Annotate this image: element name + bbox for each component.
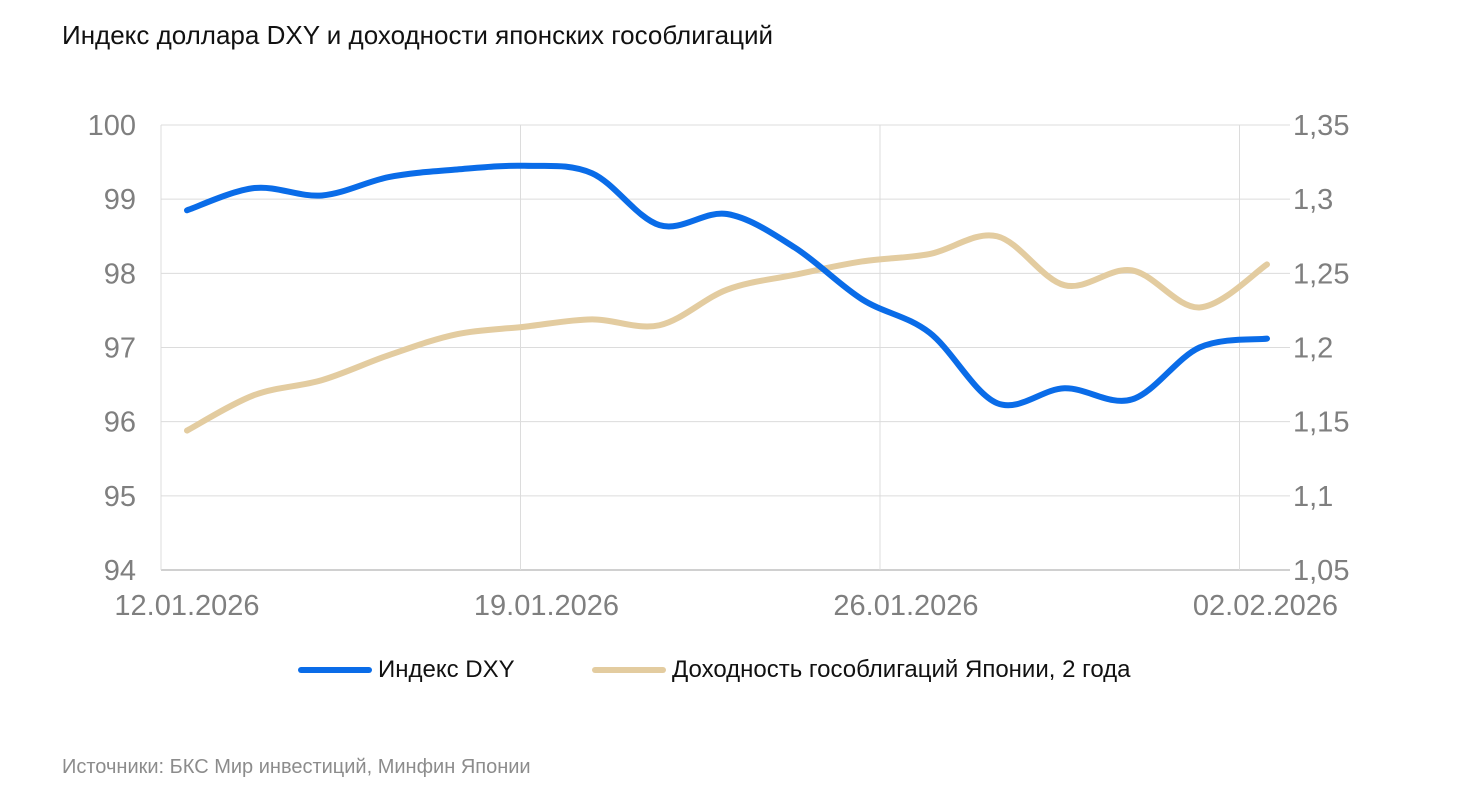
y-right-tick-label: 1,1 <box>1293 481 1333 513</box>
y-right-tick-label: 1,3 <box>1293 184 1333 216</box>
y-right-tick-label: 1,25 <box>1293 258 1349 290</box>
legend-item-dxy: Индекс DXY <box>298 656 515 684</box>
series-line-dxy <box>184 162 1270 409</box>
y-right-tick-label: 1,05 <box>1293 555 1349 587</box>
gridlines <box>160 124 1290 571</box>
x-tick-label: 26.01.2026 <box>833 590 978 622</box>
legend-swatch-dxy <box>298 667 372 673</box>
x-axis: 12.01.2026 19.01.2026 26.01.2026 02.02.2026 <box>114 590 1338 622</box>
legend-label-jgb-2y: Доходность гособлигаций Японии, 2 года <box>672 656 1131 683</box>
source-note: Источники: БКС Мир инвестиций, Минфин Яп… <box>62 756 531 778</box>
y-right-tick-label: 1,35 <box>1293 110 1349 142</box>
x-tick-label: 19.01.2026 <box>474 590 619 622</box>
y-left-tick-label: 100 <box>88 110 136 142</box>
chart-title: Индекс доллара DXY и доходности японских… <box>62 20 774 50</box>
y-left-tick-label: 95 <box>104 481 136 513</box>
legend-swatch-jgb-2y <box>592 667 666 673</box>
x-tick-label: 12.01.2026 <box>114 590 259 622</box>
y-right-tick-label: 1,2 <box>1293 333 1333 365</box>
legend: Индекс DXY Доходность гособлигаций Япони… <box>0 656 1462 690</box>
series-line-jgb-2y <box>184 232 1270 434</box>
y-left-tick-label: 98 <box>104 258 136 290</box>
y-right-tick-label: 1,15 <box>1293 407 1349 439</box>
y-left-tick-label: 96 <box>104 407 136 439</box>
legend-label-dxy: Индекс DXY <box>378 656 515 683</box>
legend-item-jgb-2y: Доходность гособлигаций Японии, 2 года <box>592 656 1130 684</box>
y-axis-right: 1,05 1,1 1,15 1,2 1,25 1,3 1,35 <box>1293 110 1349 587</box>
y-left-tick-label: 97 <box>104 333 136 365</box>
x-tick-label: 02.02.2026 <box>1193 590 1338 622</box>
y-axis-left: 94 95 96 97 98 99 100 <box>88 110 136 587</box>
y-left-tick-label: 94 <box>104 555 136 587</box>
y-left-tick-label: 99 <box>104 184 136 216</box>
